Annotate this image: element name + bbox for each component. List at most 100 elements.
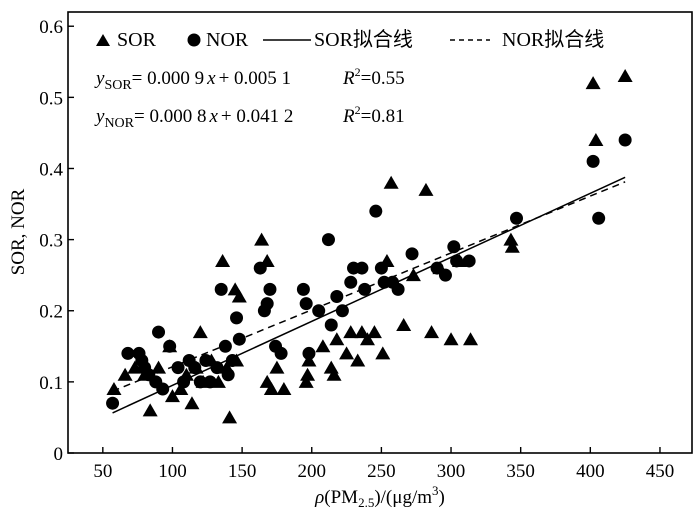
sor-r2: R2=0.55 (342, 65, 405, 89)
nor-point (321, 233, 335, 247)
sor-point (215, 253, 231, 267)
nor-point (302, 346, 316, 360)
nor-point (369, 204, 383, 218)
nor-point (210, 361, 224, 375)
nor-point (330, 290, 344, 304)
nor-point (218, 339, 232, 353)
sor-point (127, 360, 143, 374)
sor-point (585, 76, 601, 90)
nor-point (171, 361, 185, 375)
sor-point (254, 232, 270, 246)
sor-point (164, 389, 180, 403)
x-tick-label: 450 (646, 461, 675, 482)
sor-point (315, 339, 331, 353)
legend-nor-fit-label: NOR拟合线 (502, 28, 604, 51)
r2-val: =0.81 (361, 106, 405, 127)
nor-point (299, 297, 313, 311)
sor-point (339, 346, 355, 360)
nor-point (586, 154, 600, 168)
nor-point (344, 275, 358, 289)
sor-point (366, 325, 382, 339)
x-tick-label: 100 (158, 461, 187, 482)
sor-point (301, 353, 317, 367)
sor-point (276, 381, 292, 395)
sor-point (298, 374, 314, 388)
nor-point (592, 211, 606, 225)
y-tick-label: 0.1 (39, 373, 63, 394)
legend-circle-icon (187, 33, 201, 47)
nor-point (225, 354, 239, 368)
nor-point (260, 297, 274, 311)
nor-r2: R2=0.81 (342, 103, 405, 127)
sor-point (503, 232, 519, 246)
nor-point (214, 282, 228, 296)
nor-point (274, 346, 288, 360)
nor-point (391, 282, 405, 296)
legend: SOR NOR SOR拟合线 NOR拟合线 (96, 28, 604, 51)
legend-sor-label: SOR (117, 29, 157, 51)
nor-point (203, 375, 217, 389)
nor-point (405, 247, 419, 261)
sor-point (231, 289, 247, 303)
x-title-close: )/(μg/m (374, 487, 432, 508)
sor-point (405, 268, 421, 282)
data-points (106, 69, 633, 424)
nor-point (335, 304, 349, 318)
nor-point (263, 282, 277, 296)
sor-point (359, 332, 375, 346)
sor-point (375, 346, 391, 360)
eq-y: y (94, 106, 105, 127)
eq-y: y (94, 68, 105, 89)
x-axis-title: ρ(PM2.5)/(μg/m3) (314, 483, 445, 510)
nor-point (312, 304, 326, 318)
sor-point (424, 325, 440, 339)
x-tick-label: 150 (228, 461, 257, 482)
sor-point (106, 381, 122, 395)
nor-point (163, 339, 177, 353)
nor-point (462, 254, 476, 268)
eq-rhs: = 0.000 8 (134, 106, 206, 127)
legend-sor-fit-label: SOR拟合线 (314, 28, 413, 51)
nor-point (618, 133, 632, 147)
y-tick-label: 0.5 (39, 88, 63, 109)
nor-point (188, 361, 202, 375)
x-tick-label: 350 (506, 461, 535, 482)
sor-point (269, 360, 285, 374)
eq-tail: + 0.005 1 (219, 68, 291, 89)
x-tick-label: 50 (93, 461, 112, 482)
sor-point (383, 175, 399, 189)
nor-point (121, 346, 135, 360)
sor-point (326, 367, 342, 381)
y-axis-ticks: 0 0.1 0.2 0.3 0.4 0.5 0.6 (39, 17, 74, 465)
r2-sup: 2 (355, 65, 361, 79)
sor-equation: ySOR= 0.000 9 x + 0.005 1 (94, 68, 291, 93)
nor-point (232, 332, 246, 346)
x-tick-label: 200 (298, 461, 327, 482)
nor-point (324, 318, 338, 332)
nor-point (358, 282, 372, 296)
y-axis-title: SOR, NOR (8, 188, 29, 275)
sor-point (151, 360, 167, 374)
eq-sub: NOR (104, 116, 134, 131)
nor-point (177, 375, 191, 389)
nor-point (438, 268, 452, 282)
sor-point (263, 381, 279, 395)
x-tick-label: 300 (437, 461, 466, 482)
legend-triangle-icon (96, 34, 110, 46)
sor-point (184, 396, 200, 410)
y-tick-label: 0.2 (39, 302, 63, 323)
sor-point (617, 69, 633, 83)
sor-point (504, 239, 520, 253)
sor-point (222, 410, 238, 424)
y-tick-label: 0.6 (39, 17, 63, 38)
eq-x: x (206, 68, 216, 89)
sor-point (463, 332, 479, 346)
y-tick-label: 0 (54, 444, 64, 465)
sor-point (588, 133, 604, 147)
nor-point (106, 396, 120, 410)
r2-val: =0.55 (361, 68, 405, 89)
nor-point (193, 375, 207, 389)
eq-x: x (208, 106, 218, 127)
sor-point (142, 403, 158, 417)
